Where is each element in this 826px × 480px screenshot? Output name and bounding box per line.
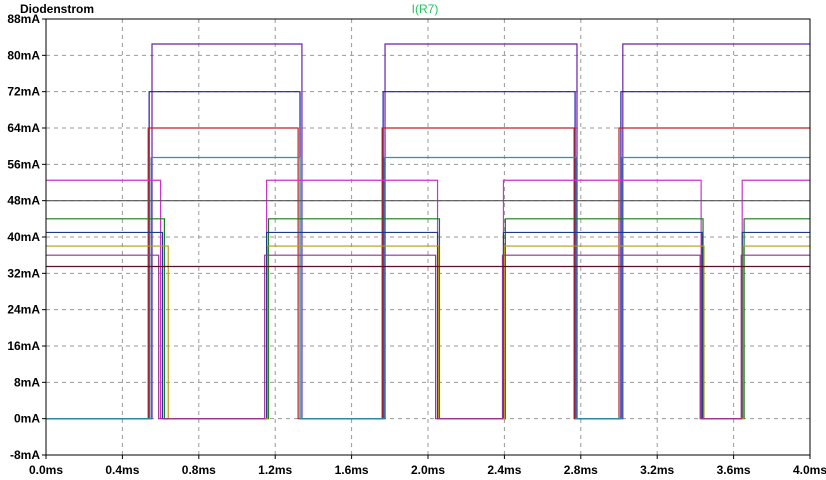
- y-tick-label: 24mA: [7, 303, 40, 317]
- y-tick-label: 8mA: [14, 375, 40, 389]
- x-tick-label: 0.8ms: [182, 463, 216, 477]
- y-tick-label: 16mA: [7, 339, 40, 353]
- y-tick-label: 32mA: [7, 266, 40, 280]
- x-tick-label: 2.4ms: [487, 463, 521, 477]
- series-line-10: [46, 254, 810, 420]
- legend-entry-i-r7: I(R7): [412, 2, 439, 16]
- x-tick-label: 1.2ms: [258, 463, 292, 477]
- y-tick-label: 0mA: [14, 412, 40, 426]
- y-tick-label: 72mA: [7, 85, 40, 99]
- y-tick-label: 80mA: [7, 48, 40, 62]
- x-tick-label: 3.2ms: [640, 463, 674, 477]
- x-tick-label: 0.4ms: [105, 463, 139, 477]
- y-axis-ticks: -8mA 0mA 8mA 16mA 24mA 32mA 40mA 48mA 56mA 64mA 72…: [7, 12, 46, 462]
- x-tick-label: 0.0ms: [29, 463, 63, 477]
- chart-title: Diodenstrom: [20, 2, 94, 16]
- x-tick-label: 2.0ms: [411, 463, 445, 477]
- y-tick-label: 48mA: [7, 194, 40, 208]
- series-layer: [46, 43, 810, 420]
- x-tick-label: 2.8ms: [564, 463, 598, 477]
- y-tick-label: 64mA: [7, 121, 40, 135]
- x-axis-ticks: 0.0ms 0.4ms 0.8ms 1.2ms 1.6ms 2.0ms 2.4ms 2.8ms…: [29, 455, 826, 477]
- y-tick-label: 88mA: [7, 12, 40, 26]
- x-tick-label: 3.6ms: [717, 463, 751, 477]
- y-tick-label: 40mA: [7, 230, 40, 244]
- series-line-3: [46, 127, 810, 420]
- series-line-1: [46, 43, 810, 420]
- y-tick-label: -8mA: [10, 448, 40, 462]
- y-tick-label: 56mA: [7, 157, 40, 171]
- x-tick-label: 1.6ms: [335, 463, 369, 477]
- x-tick-label: 4.0ms: [793, 463, 826, 477]
